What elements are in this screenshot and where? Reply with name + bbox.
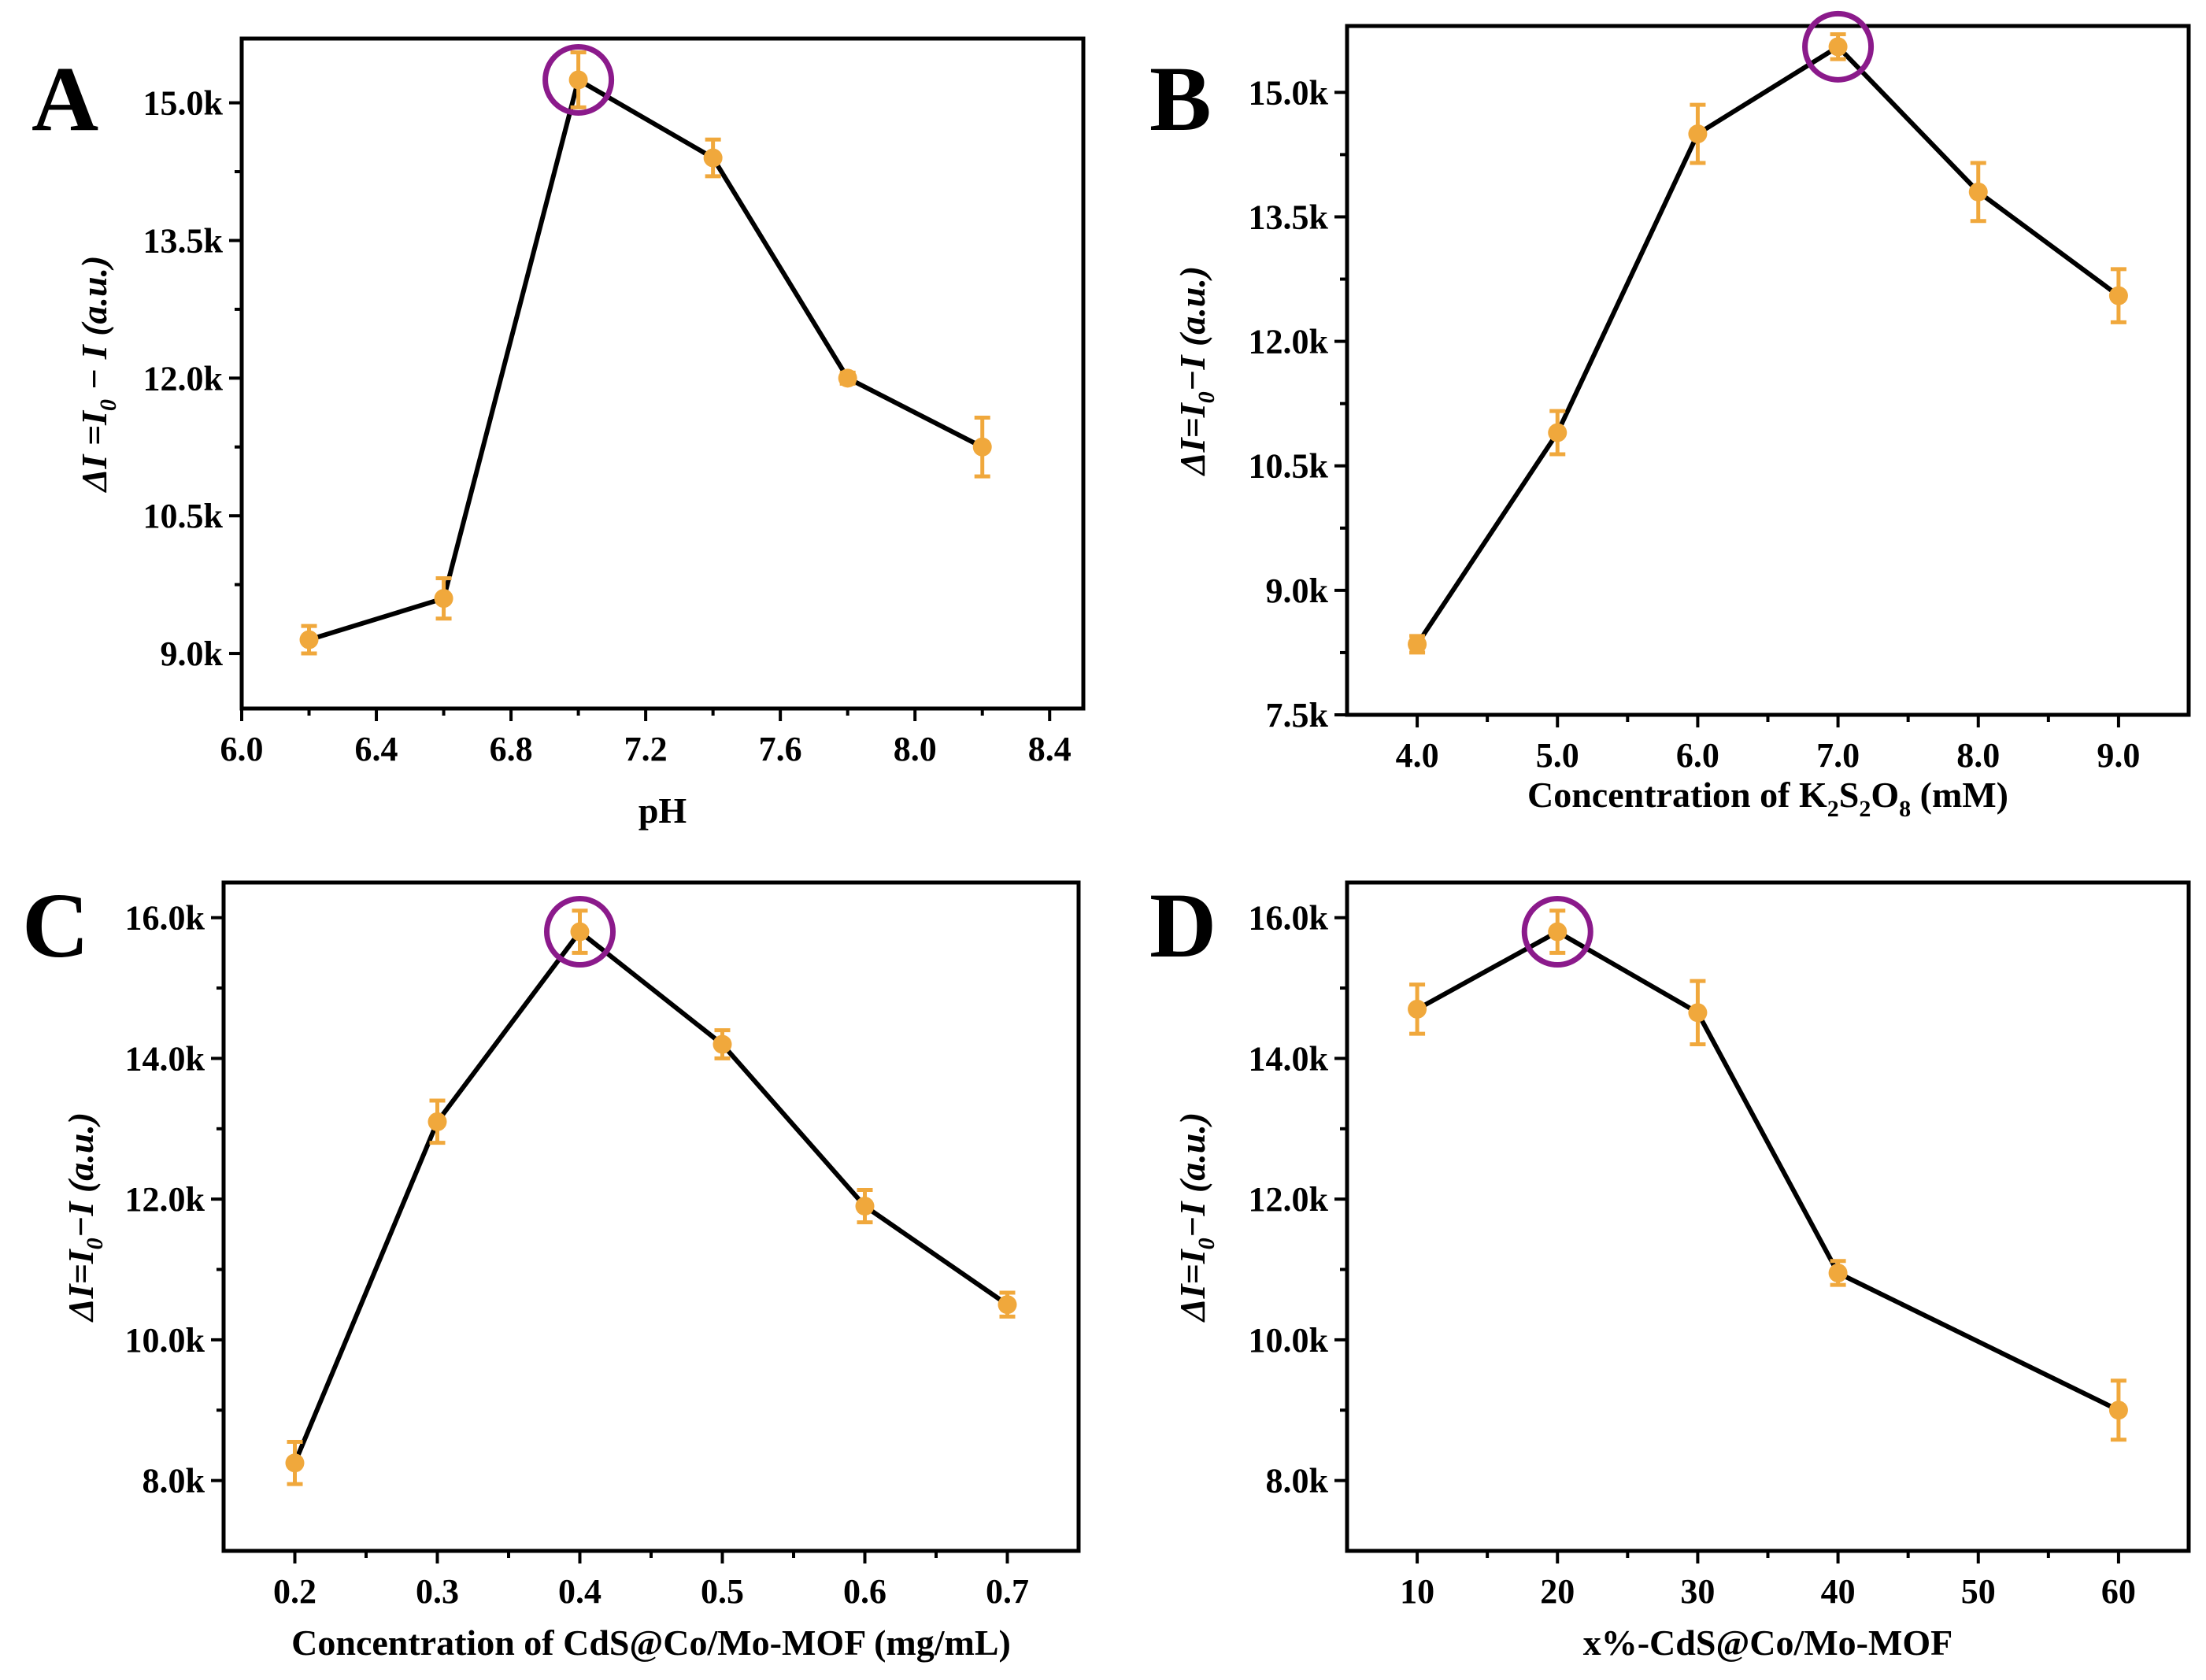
data-point [998, 1295, 1017, 1315]
data-point [838, 368, 857, 388]
x-tick-label: 6.4 [355, 730, 398, 768]
x-tick-label: 6.0 [220, 730, 264, 768]
y-axis-title: ΔI=I0−I (a.u.) [1172, 266, 1220, 476]
x-axis-title: Concentration of CdS@Co/Mo-MOF (mg/mL) [291, 1623, 1011, 1663]
y-tick-label: 12.0k [143, 359, 224, 398]
series-line [308, 77, 984, 642]
x-tick-label: 0.4 [558, 1572, 601, 1611]
x-tick-label: 6.8 [490, 730, 533, 768]
x-tick-label: 5.0 [1536, 736, 1579, 775]
data-point [713, 1034, 732, 1054]
data-point [1828, 1263, 1848, 1282]
x-tick-label: 0.6 [843, 1572, 886, 1611]
data-point [568, 70, 588, 90]
y-tick-label: 16.0k [1249, 899, 1329, 938]
data-point [1828, 37, 1848, 57]
plot-frame [239, 36, 1086, 711]
y-tick-label: 16.0k [125, 899, 205, 938]
y-tick-label: 13.5k [1249, 198, 1329, 236]
y-tick-label: 8.0k [143, 1462, 205, 1501]
data-point [1688, 1003, 1708, 1023]
y-tick-label: 9.0k [1266, 572, 1329, 610]
y-tick-label: 7.5k [1266, 696, 1329, 735]
plot-frame [221, 880, 1081, 1553]
panel-letter: C [22, 874, 89, 977]
y-tick-label: 9.0k [161, 635, 224, 673]
panel-letter: B [1149, 47, 1212, 150]
x-tick-label: 20 [1540, 1572, 1575, 1611]
y-tick-label: 15.0k [1249, 73, 1329, 112]
x-tick-label: 0.2 [273, 1572, 316, 1611]
data-point [1408, 635, 1427, 654]
panel-c: C 0.2 0.3 0.4 0.5 0.6 0.7 8.0k 10.0k 12.0k 14.0k 16… [22, 874, 1081, 1663]
data-point [2108, 1401, 2128, 1420]
data-point [299, 630, 319, 649]
optimum-highlight-circle [542, 43, 615, 116]
x-tick-label: 6.0 [1676, 736, 1719, 775]
optimum-highlight-circle [544, 896, 616, 968]
x-tick-label: 50 [1961, 1572, 1996, 1611]
data-point [972, 437, 992, 457]
series-line [1416, 929, 2120, 1412]
panel-letter: A [31, 47, 98, 150]
data-point [703, 148, 723, 168]
x-tick-label: 40 [1821, 1572, 1856, 1611]
x-axis-title: Concentration of K2S2O8 (mM) [1527, 775, 2008, 822]
x-axis-title: pH [638, 790, 687, 831]
y-tick-label: 14.0k [1249, 1039, 1329, 1078]
data-point [1688, 124, 1708, 144]
optimum-highlight-circle [1521, 896, 1593, 968]
x-tick-label: 7.2 [624, 730, 668, 768]
y-tick-label: 12.0k [125, 1180, 205, 1219]
y-axis-title: ΔI=I0−I (a.u.) [61, 1112, 108, 1323]
x-tick-label: 7.6 [759, 730, 802, 768]
optimum-highlight-circle [1802, 10, 1875, 83]
y-tick-label: 15.0k [143, 84, 224, 123]
x-tick-label: 30 [1680, 1572, 1715, 1611]
plot-frame [1345, 24, 2191, 717]
y-axis-title: ΔI=I0−I (a.u.) [1172, 1112, 1220, 1323]
y-tick-label: 12.0k [1249, 1180, 1329, 1219]
data-point [855, 1197, 875, 1216]
x-tick-label: 7.0 [1816, 736, 1860, 775]
y-tick-label: 10.5k [1249, 447, 1329, 486]
x-tick-label: 0.5 [701, 1572, 744, 1611]
plot-frame [1345, 880, 2191, 1553]
y-tick-label: 10.0k [125, 1321, 205, 1360]
data-point [2108, 286, 2128, 305]
x-tick-label: 60 [2101, 1572, 2136, 1611]
x-tick-label: 8.0 [894, 730, 937, 768]
panel-a: A 6.0 6.4 6.8 7.2 7.6 8.0 8.4 9.0k 10.5k 12.0k 13.5… [31, 36, 1086, 831]
x-tick-label: 8.0 [1956, 736, 2000, 775]
y-tick-label: 10.5k [143, 497, 224, 535]
panel-b: B 4.0 5.0 6.0 7.0 8.0 9.0 7.5k 9.0k 10.5k 12.0k 13.… [1149, 10, 2191, 822]
series-line [292, 929, 1009, 1464]
data-point [1408, 999, 1427, 1019]
y-tick-label: 10.0k [1249, 1321, 1329, 1360]
panel-d: D 10 20 30 40 50 60 8.0k 10.0k 12.0k 14.0k 16.0k x%-… [1149, 874, 2191, 1663]
series-line [1415, 44, 2120, 646]
data-point [1968, 182, 1988, 202]
x-tick-label: 10 [1400, 1572, 1434, 1611]
x-tick-label: 9.0 [2097, 736, 2140, 775]
data-point [434, 589, 453, 609]
y-tick-label: 8.0k [1266, 1462, 1329, 1501]
data-point [570, 922, 590, 942]
data-point [285, 1453, 305, 1473]
x-tick-label: 8.4 [1028, 730, 1072, 768]
x-tick-label: 0.7 [986, 1572, 1029, 1611]
y-tick-label: 12.0k [1249, 323, 1329, 361]
data-point [1548, 423, 1568, 442]
y-axis-title: ΔI =I0 − I (a.u.) [74, 256, 121, 494]
y-tick-label: 13.5k [143, 221, 224, 260]
panel-letter: D [1149, 874, 1216, 977]
y-tick-label: 14.0k [125, 1039, 205, 1078]
data-point [428, 1112, 447, 1131]
x-tick-label: 0.3 [416, 1572, 459, 1611]
data-point [1548, 922, 1568, 942]
x-tick-label: 4.0 [1396, 736, 1439, 775]
x-axis-title: x%-CdS@Co/Mo-MOF [1583, 1623, 1953, 1663]
